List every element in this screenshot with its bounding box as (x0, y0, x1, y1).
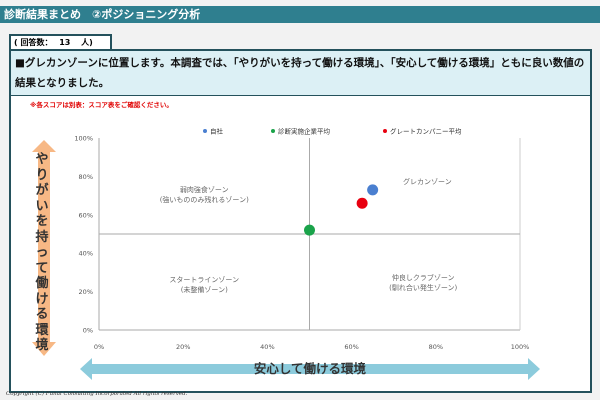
data-point (367, 184, 379, 196)
zone-sublabel: (未整備ゾーン) (181, 285, 228, 294)
x-tick-label: 20% (176, 343, 190, 351)
page-title: 診断結果まとめ ②ポジショニング分析 (0, 6, 600, 23)
y-axis-label: やりがいを持って働ける環境 (35, 152, 49, 353)
y-tick-label: 0% (83, 327, 93, 335)
zone-sublabel: (馴れ合い発生ゾーン) (389, 283, 457, 292)
zone-label: 弱肉強食ゾーン (180, 185, 229, 194)
legend-marker (203, 129, 207, 133)
chart-panel (9, 96, 592, 393)
score-note: ※各スコアは別表：スコア表をご確認ください。 (30, 101, 173, 109)
y-tick-label: 40% (79, 250, 93, 258)
zone-label: 仲良しクラブゾーン (392, 273, 455, 282)
x-tick-label: 40% (260, 343, 274, 351)
x-tick-label: 80% (429, 343, 443, 351)
x-tick-label: 100% (511, 343, 530, 351)
legend-marker (383, 129, 387, 133)
y-tick-label: 20% (79, 288, 93, 296)
legend-label: 診断実施企業平均 (278, 127, 331, 136)
y-tick-label: 100% (74, 135, 93, 143)
legend-label: グレートカンパニー平均 (390, 127, 462, 136)
vertical-axis-arrow (32, 140, 56, 356)
copyright: Copyright (C) Funai Consulting Incorpora… (6, 391, 188, 397)
x-tick-label: 0% (94, 343, 104, 351)
x-tick-label: 60% (344, 343, 358, 351)
zone-sublabel: (強いもののみ残れるゾーン) (160, 195, 249, 204)
data-point (356, 197, 368, 209)
zone-label: グレカンゾーン (403, 177, 452, 186)
zone-label: スタートラインゾーン (169, 275, 239, 284)
respondent-count: ( 回答数： 13 人) (9, 34, 112, 49)
y-tick-label: 60% (79, 211, 93, 219)
legend-label: 自社 (210, 127, 224, 136)
data-point (304, 224, 315, 236)
legend-marker (271, 129, 275, 133)
x-axis-label: 安心して働ける環境 (253, 361, 367, 376)
y-tick-label: 80% (79, 173, 93, 181)
horizontal-axis-arrow (80, 358, 540, 380)
